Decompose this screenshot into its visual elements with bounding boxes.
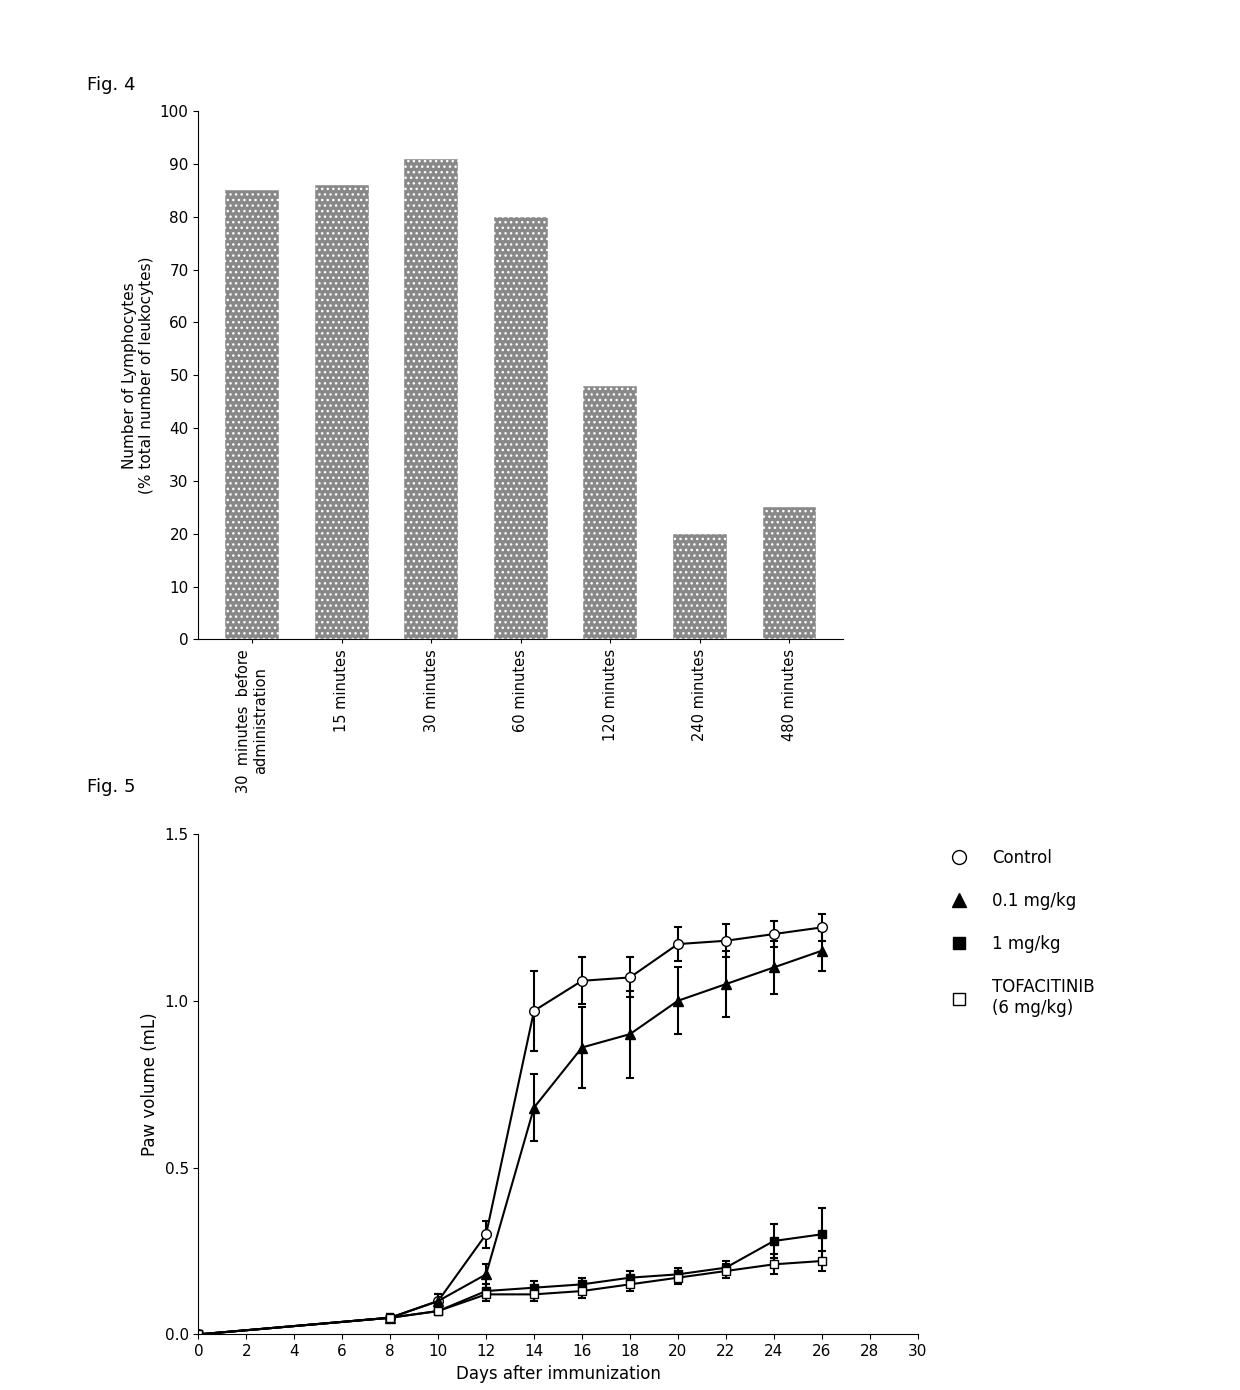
Bar <box>315 185 368 639</box>
Bar <box>404 158 458 639</box>
Bar <box>584 386 637 639</box>
Bar <box>673 534 727 639</box>
Bar <box>226 190 279 639</box>
Bar <box>494 217 548 639</box>
Y-axis label: Number of Lymphocytes
(% total number of leukocytes): Number of Lymphocytes (% total number of… <box>122 257 154 493</box>
Text: Fig. 5: Fig. 5 <box>87 778 135 796</box>
Bar <box>763 507 816 639</box>
Y-axis label: Paw volume (mL): Paw volume (mL) <box>141 1012 159 1156</box>
Legend: Control, 0.1 mg/kg, 1 mg/kg, TOFACITINIB
(6 mg/kg): Control, 0.1 mg/kg, 1 mg/kg, TOFACITINIB… <box>940 842 1101 1023</box>
X-axis label: Days after immunization: Days after immunization <box>455 1365 661 1383</box>
Text: Fig. 4: Fig. 4 <box>87 76 135 95</box>
